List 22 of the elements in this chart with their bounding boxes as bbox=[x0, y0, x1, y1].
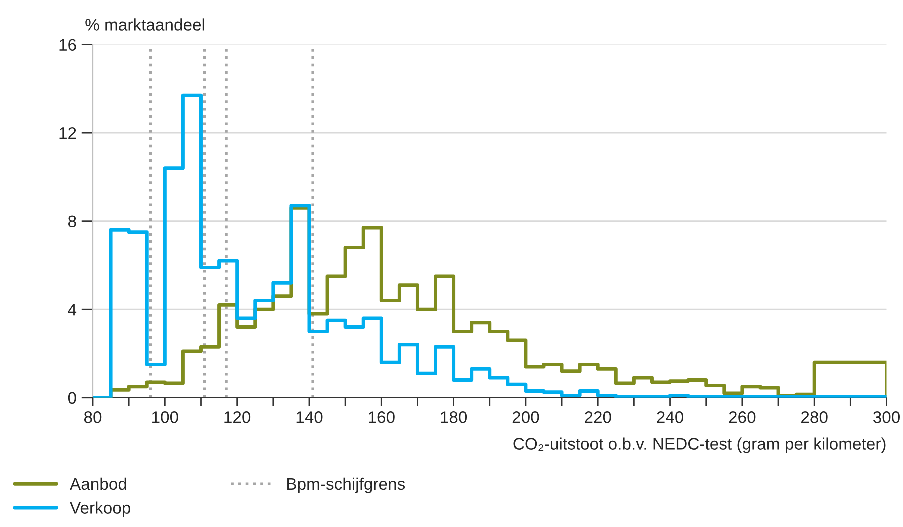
y-tick-label: 12 bbox=[60, 127, 76, 140]
y-axis-title: % marktaandeel bbox=[86, 18, 204, 31]
x-tick-label: 80 bbox=[84, 412, 102, 424]
y-tick-label: 16 bbox=[60, 39, 76, 51]
x-tick-label: 260 bbox=[729, 412, 756, 424]
x-tick-label: 120 bbox=[224, 412, 251, 424]
x-tick-label: 280 bbox=[802, 412, 828, 424]
y-tick-label: 0 bbox=[68, 392, 76, 404]
x-axis-title: CO₂-uitstoot o.b.v. NEDC-test (gram per kilometer) bbox=[514, 438, 886, 454]
legend-label: Verkoop bbox=[70, 502, 130, 518]
x-tick-label: 240 bbox=[657, 412, 684, 424]
x-tick-label: 300 bbox=[873, 412, 900, 424]
x-tick-label: 220 bbox=[585, 412, 612, 424]
x-tick-label: 180 bbox=[441, 412, 468, 424]
x-tick-label: 100 bbox=[152, 412, 178, 424]
x-tick-label: 140 bbox=[296, 412, 323, 424]
y-tick-label: 8 bbox=[68, 216, 76, 228]
y-tick-label: 4 bbox=[68, 304, 77, 316]
legend-label: Aanbod bbox=[70, 478, 126, 490]
legend-label: Bpm-schijfgrens bbox=[288, 478, 406, 494]
x-tick-label: 200 bbox=[512, 412, 540, 424]
x-tick-label: 160 bbox=[369, 412, 395, 424]
